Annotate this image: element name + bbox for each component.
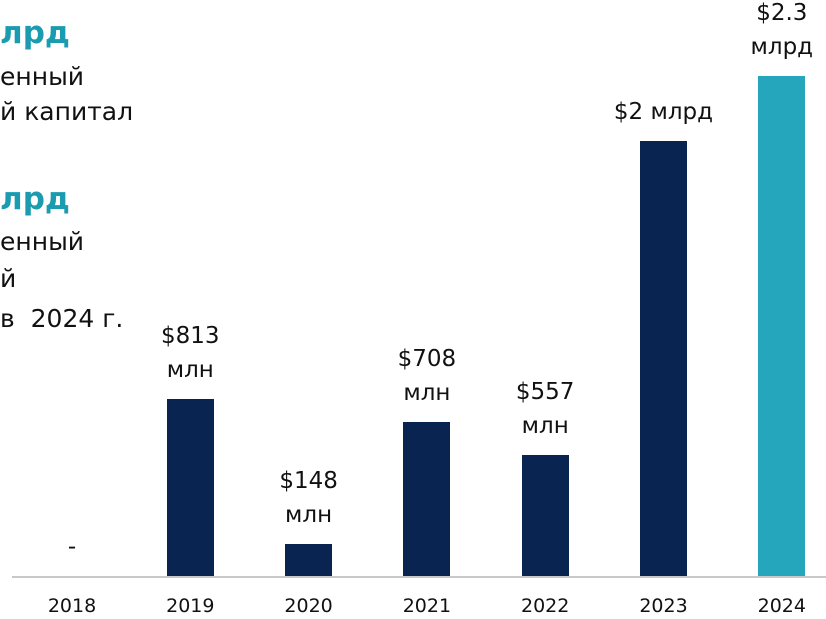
side-text: енный — [0, 62, 85, 91]
value-label: - — [67, 534, 77, 560]
side-text: й — [0, 264, 17, 293]
side-text: лрд — [0, 181, 70, 217]
x-tick-label: 2022 — [521, 595, 570, 617]
x-tick-label: 2018 — [47, 595, 97, 617]
bar — [403, 422, 451, 576]
bar — [521, 454, 569, 576]
side-text: в 2024 г. — [0, 304, 124, 333]
side-text: й капитал — [0, 97, 134, 126]
x-tick-label: 2024 — [757, 595, 806, 617]
bar — [640, 141, 687, 576]
bar — [285, 543, 333, 576]
bar — [758, 76, 806, 576]
value-label: $813 млн — [161, 323, 220, 384]
x-tick-label: 2021 — [402, 595, 452, 617]
x-tick-label: 2020 — [284, 595, 333, 617]
x-axis-line — [12, 576, 826, 578]
value-label: $557 млн — [515, 378, 575, 439]
side-text: лрд — [0, 15, 70, 51]
bar — [166, 399, 214, 576]
value-label: $708 млн — [397, 346, 457, 407]
value-label: $148 млн — [279, 467, 338, 528]
value-label: $2.3 млрд — [750, 0, 814, 60]
value-label: $2 млрд — [613, 99, 714, 126]
x-tick-label: 2023 — [639, 595, 688, 617]
side-text: енный — [0, 227, 85, 256]
x-tick-label: 2019 — [166, 595, 215, 617]
